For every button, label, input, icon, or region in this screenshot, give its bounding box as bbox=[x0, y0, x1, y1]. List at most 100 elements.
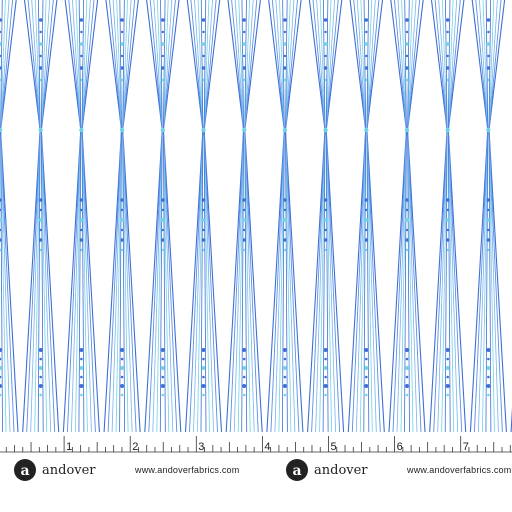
center-dot bbox=[242, 238, 246, 242]
center-dot bbox=[324, 393, 327, 397]
center-dot bbox=[323, 66, 328, 70]
center-dot bbox=[405, 208, 409, 212]
center-dot bbox=[202, 248, 205, 252]
center-dot bbox=[486, 66, 491, 70]
center-dot bbox=[79, 238, 84, 242]
center-dot bbox=[38, 238, 43, 242]
center-dot bbox=[405, 42, 409, 46]
center-dot bbox=[242, 375, 246, 379]
center-dot bbox=[120, 30, 124, 34]
center-dot bbox=[201, 238, 206, 242]
center-dot bbox=[202, 30, 205, 34]
center-dot bbox=[405, 238, 409, 242]
center-dot bbox=[283, 357, 287, 361]
ruler-label: 3 bbox=[198, 441, 204, 453]
center-dot bbox=[405, 54, 409, 58]
center-dot bbox=[405, 218, 409, 222]
center-dot bbox=[161, 78, 164, 82]
center-dot bbox=[202, 54, 205, 58]
center-dot bbox=[120, 42, 124, 46]
center-dot bbox=[446, 357, 450, 361]
center-dot bbox=[324, 375, 327, 379]
center-dot bbox=[120, 228, 124, 232]
waist-dot bbox=[79, 127, 84, 133]
center-dot bbox=[38, 366, 43, 370]
center-dot bbox=[120, 384, 125, 388]
ruler-band bbox=[0, 432, 512, 512]
center-dot bbox=[0, 30, 2, 34]
waist-dot bbox=[282, 127, 288, 133]
center-dot bbox=[486, 238, 491, 242]
center-dot bbox=[161, 54, 164, 58]
center-dot bbox=[364, 366, 369, 370]
waist-dot bbox=[242, 127, 247, 133]
center-dot bbox=[487, 208, 490, 212]
center-dot bbox=[120, 78, 124, 82]
center-dot bbox=[161, 357, 165, 361]
center-dot bbox=[486, 18, 491, 22]
center-dot bbox=[79, 218, 84, 222]
center-dot bbox=[405, 66, 409, 70]
center-dot bbox=[364, 42, 369, 46]
center-dot bbox=[79, 198, 84, 202]
center-dot bbox=[80, 208, 83, 212]
center-dot bbox=[324, 78, 327, 82]
center-dot bbox=[201, 218, 206, 222]
center-dot bbox=[446, 228, 449, 232]
center-dot bbox=[39, 208, 42, 212]
center-dot bbox=[160, 384, 165, 388]
center-dot bbox=[161, 375, 165, 379]
center-dot bbox=[0, 18, 2, 22]
center-dot bbox=[323, 218, 328, 222]
center-dot bbox=[160, 366, 165, 370]
center-dot bbox=[446, 248, 449, 252]
center-dot bbox=[445, 66, 450, 70]
center-dot bbox=[39, 357, 42, 361]
center-dot bbox=[446, 375, 450, 379]
center-dot bbox=[487, 228, 490, 232]
center-dot bbox=[365, 228, 368, 232]
waist-dot bbox=[119, 127, 125, 133]
logo-letter: a bbox=[292, 463, 301, 479]
center-dot bbox=[242, 42, 246, 46]
center-dot bbox=[364, 18, 369, 22]
website-url: www.andoverfabrics.com bbox=[134, 465, 239, 475]
center-dot bbox=[39, 228, 42, 232]
center-dot bbox=[364, 66, 369, 70]
center-dot bbox=[365, 78, 368, 82]
website-url: www.andoverfabrics.com bbox=[406, 465, 511, 475]
center-dot bbox=[120, 208, 124, 212]
center-dot bbox=[365, 357, 368, 361]
center-dot bbox=[201, 66, 206, 70]
center-dot bbox=[487, 393, 490, 397]
center-dot bbox=[120, 218, 124, 222]
center-dot bbox=[405, 198, 409, 202]
center-dot bbox=[161, 218, 165, 222]
center-dot bbox=[80, 375, 83, 379]
center-dot bbox=[487, 375, 490, 379]
ruler-label: 2 bbox=[132, 441, 138, 453]
center-dot bbox=[38, 218, 43, 222]
ruler-label: 1 bbox=[66, 441, 72, 453]
center-dot bbox=[79, 42, 84, 46]
center-dot bbox=[242, 357, 246, 361]
center-dot bbox=[161, 208, 164, 212]
center-dot bbox=[282, 384, 287, 388]
center-dot bbox=[120, 54, 124, 58]
center-dot bbox=[283, 30, 287, 34]
center-dot bbox=[446, 393, 450, 397]
center-dot bbox=[486, 348, 491, 352]
center-dot bbox=[405, 393, 409, 397]
center-dot bbox=[79, 366, 84, 370]
center-dot bbox=[120, 238, 124, 242]
center-dot bbox=[324, 54, 327, 58]
center-dot bbox=[39, 248, 42, 252]
center-dot bbox=[487, 248, 490, 252]
center-dot bbox=[0, 366, 2, 370]
center-dot bbox=[80, 357, 83, 361]
center-dot bbox=[243, 228, 246, 232]
center-dot bbox=[201, 384, 206, 388]
center-dot bbox=[0, 208, 2, 212]
